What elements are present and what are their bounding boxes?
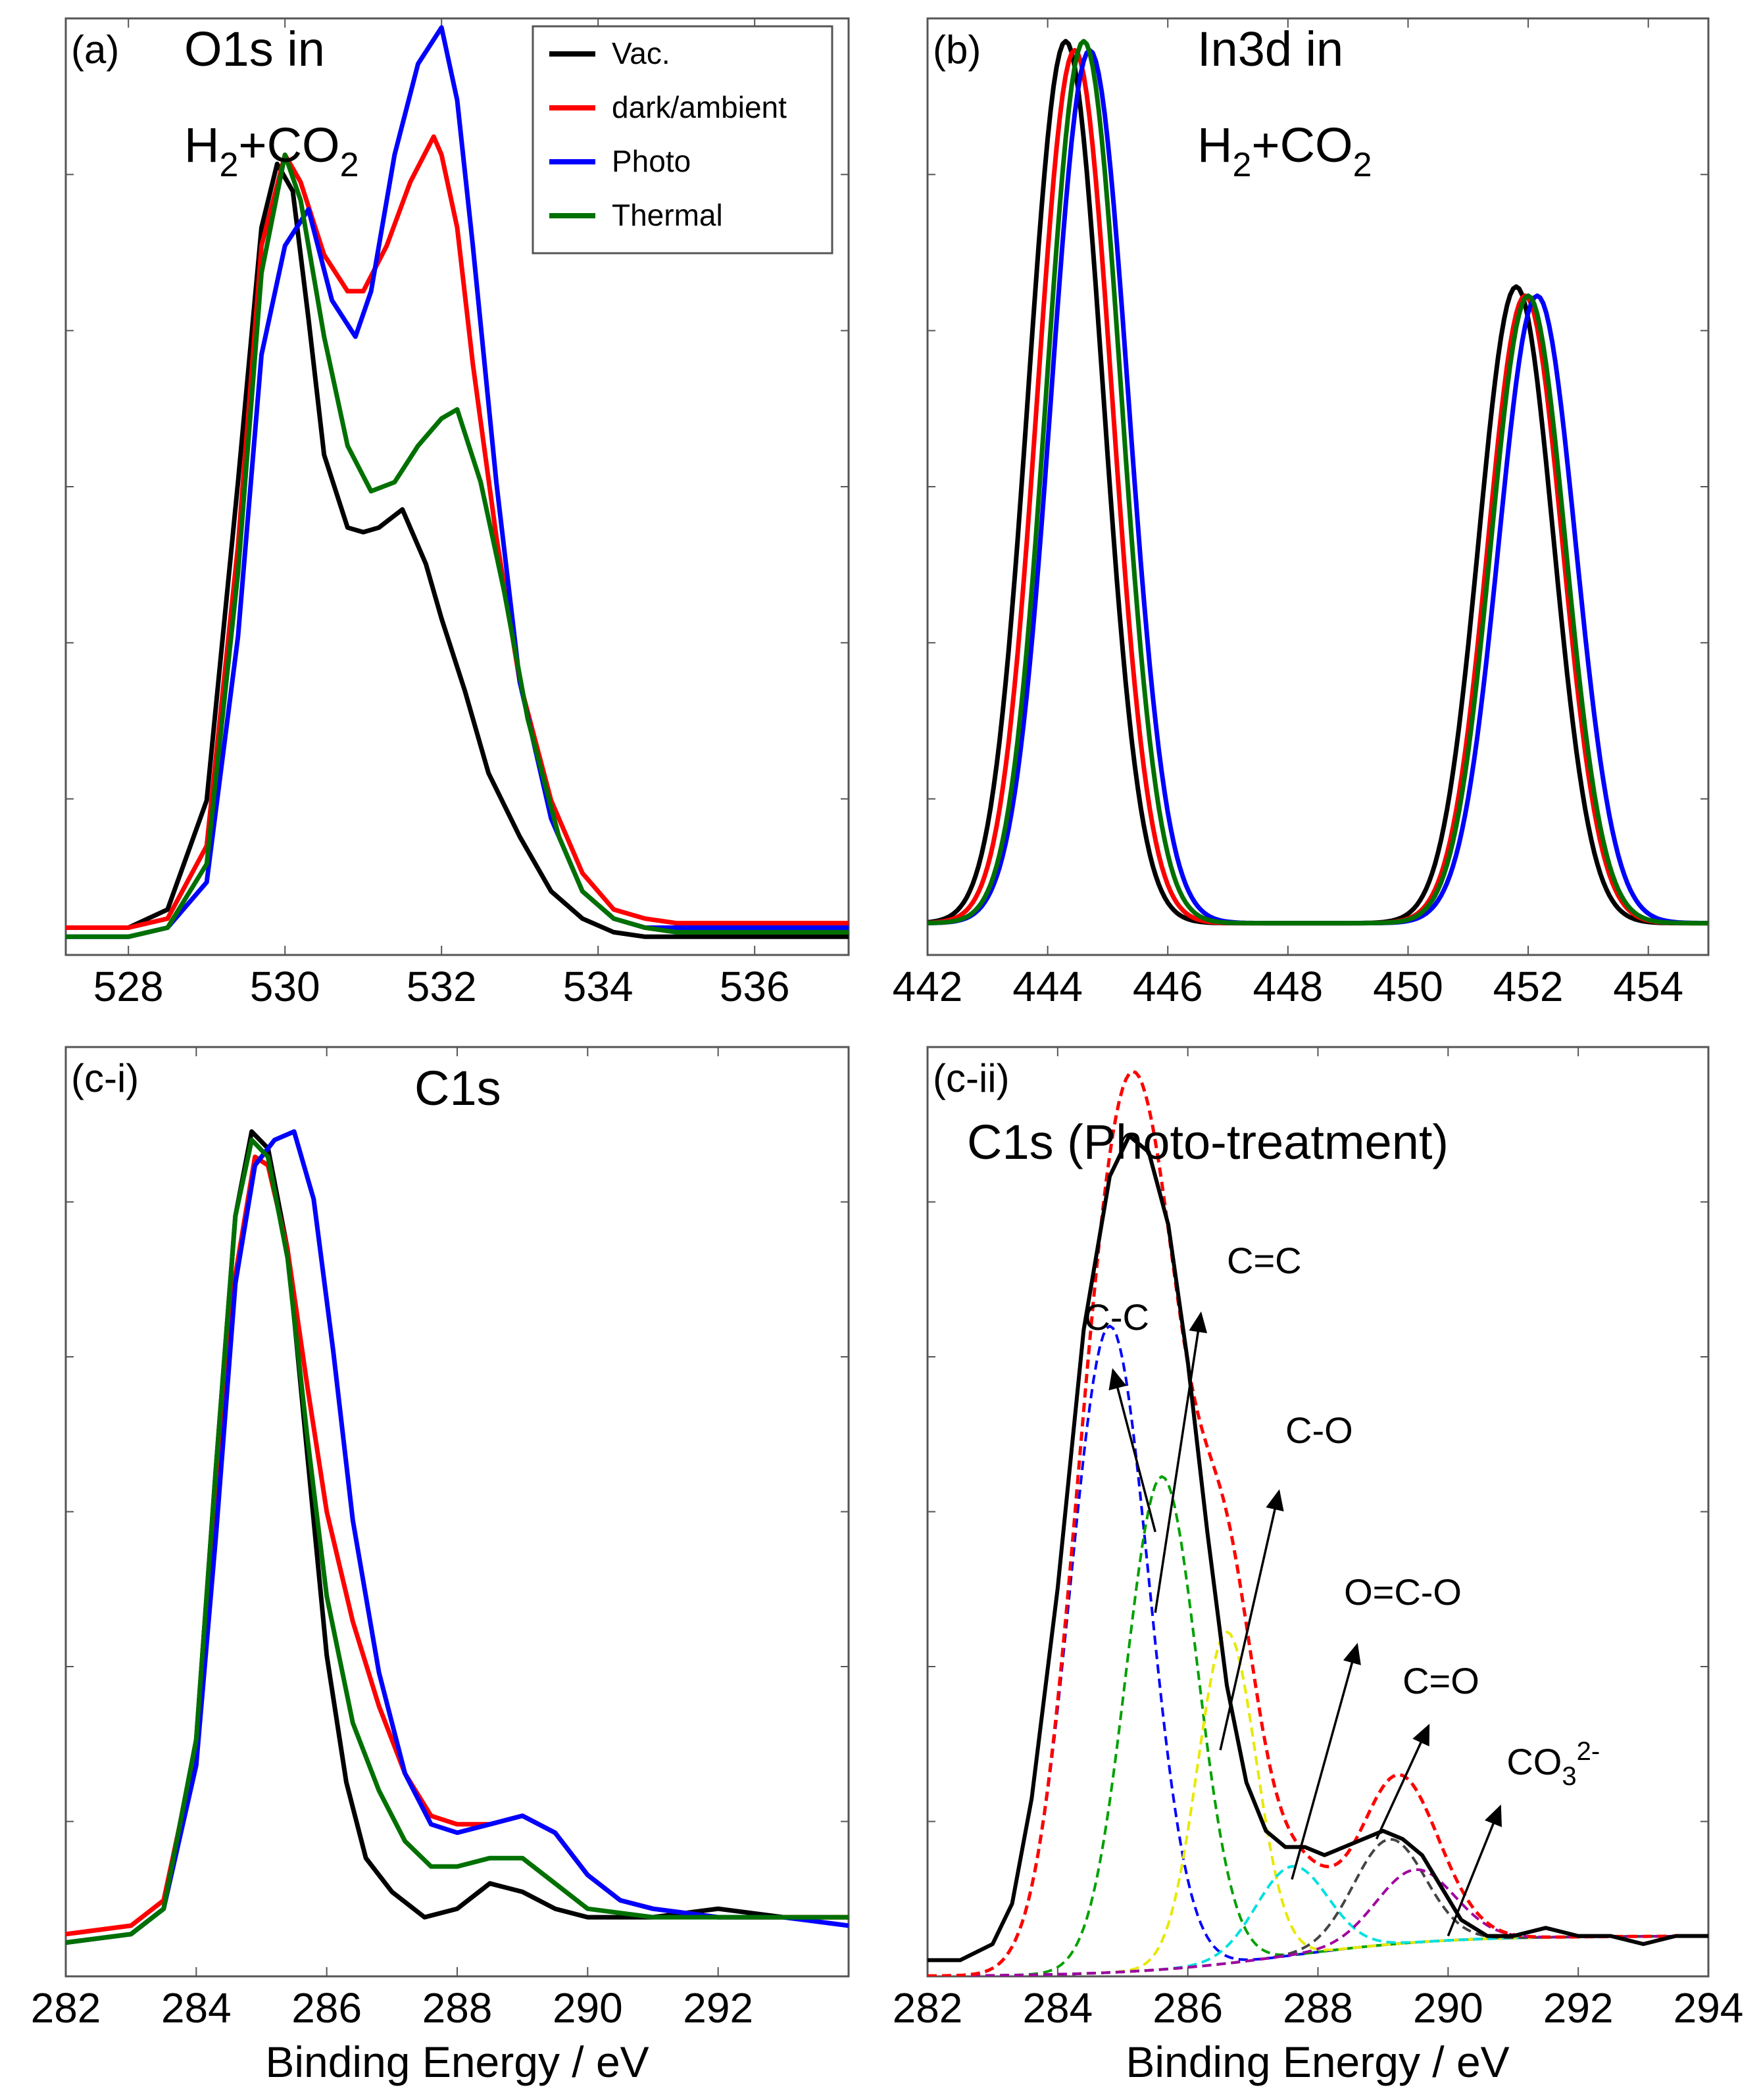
component-oco-line	[928, 1865, 1708, 1976]
series-dark-line	[66, 134, 849, 930]
annotation-label: C=C	[1227, 1240, 1302, 1281]
annotation-arrow	[1291, 1642, 1361, 1880]
x-tick-label: 444	[1012, 963, 1083, 1010]
envelope-line	[928, 1069, 1708, 1976]
panel-ci: 282 284 286 288 290 292 (c-i) C1s	[31, 1046, 850, 2032]
series-vac-line	[66, 161, 849, 939]
annotation-arrow	[1447, 1804, 1502, 1937]
panel-label: (c-ii)	[933, 1056, 1010, 1100]
annotation-label: C-O	[1285, 1409, 1353, 1451]
x-tick-label: 286	[291, 1984, 362, 2032]
series-thermal-line	[66, 152, 849, 939]
panel-title: O1s in	[184, 22, 325, 76]
x-tick-label: 284	[161, 1984, 232, 2032]
plot-area	[928, 1069, 1708, 1976]
x-tick-label: 292	[1543, 1984, 1614, 2032]
series-thermal-line	[66, 1137, 849, 1945]
annotation-arrow	[1108, 1368, 1156, 1532]
legend-label: Vac.	[612, 36, 670, 70]
x-tick-label: 294	[1674, 1984, 1744, 2032]
component-co3-line	[928, 1868, 1708, 1976]
annotation-label: O=C-O	[1344, 1571, 1462, 1613]
legend-label: Photo	[612, 144, 691, 178]
plot-area	[66, 25, 849, 939]
series-thermal-line	[928, 39, 1708, 926]
annotation-label: CO32-	[1506, 1737, 1600, 1791]
annotation-arrow	[1219, 1489, 1284, 1751]
panel-title: In3d in	[1197, 22, 1343, 76]
x-tick-label: 282	[31, 1984, 101, 2032]
x-tick-label: 288	[422, 1984, 493, 2032]
series-photo-line	[66, 1129, 849, 1945]
panel-label: (c-i)	[71, 1056, 139, 1100]
x-tick-label: 282	[893, 1984, 963, 2032]
x-tick-label: 450	[1373, 963, 1443, 1010]
legend-label: Thermal	[612, 198, 723, 232]
panel-a: 528 530 532 534 536 (a) O1s in H2+CO2 Vac. dark/a…	[64, 17, 850, 1010]
plot-area	[928, 39, 1708, 926]
x-tick-label: 530	[250, 963, 320, 1010]
panel-title: C1s	[414, 1061, 501, 1115]
x-tick-label: 532	[407, 963, 477, 1010]
panel-title-line2: H2+CO2	[184, 118, 359, 184]
panel-label: (a)	[71, 28, 119, 72]
x-tick-label: 442	[893, 963, 963, 1010]
x-tick-label: 286	[1153, 1984, 1223, 2032]
x-axis-label-right: Binding Energy / eV	[1126, 2038, 1509, 2086]
plot-area	[66, 1129, 849, 1945]
x-tick-label: 292	[683, 1984, 753, 2032]
legend: Vac. dark/ambient Photo Thermal	[532, 25, 833, 255]
annotation-arrow	[1154, 1311, 1208, 1613]
panel-title-line2: H2+CO2	[1197, 118, 1372, 184]
x-tick-label: 448	[1253, 963, 1323, 1010]
x-tick-label: 536	[720, 963, 790, 1010]
x-tick-label: 528	[93, 963, 164, 1010]
panel-label: (b)	[933, 28, 981, 72]
panel-title: C1s (Photo-treatment)	[967, 1115, 1449, 1169]
x-tick-label: 290	[553, 1984, 623, 2032]
x-tick-label: 452	[1493, 963, 1564, 1010]
annotation-label: C-C	[1083, 1296, 1149, 1338]
axes-frame	[64, 1046, 850, 1978]
legend-label: dark/ambient	[612, 90, 787, 124]
x-tick-label: 290	[1413, 1984, 1483, 2032]
x-tick-label: 534	[563, 963, 633, 1010]
x-axis-label-left: Binding Energy / eV	[265, 2038, 649, 2086]
panel-b: 442 444 446 448 450 452 454 (b) In3d in H2+CO2	[893, 17, 1710, 1010]
annotation-arrow	[1375, 1723, 1430, 1840]
x-tick-label: 454	[1613, 963, 1683, 1010]
x-tick-label: 288	[1283, 1984, 1353, 2032]
x-tick-label: 446	[1133, 963, 1203, 1010]
component-ceqo-line	[928, 1838, 1708, 1976]
annotation-label: C=O	[1402, 1660, 1479, 1701]
measured-line	[928, 1134, 1708, 1963]
x-tick-label: 284	[1022, 1984, 1093, 2032]
panel-cii: 282 284 286 288 290 292 294 (c-ii) C-C C=C C-O O=C-…	[893, 1046, 1744, 2032]
axes-frame	[926, 1046, 1710, 1978]
component-ceqc-line	[928, 1475, 1708, 1976]
